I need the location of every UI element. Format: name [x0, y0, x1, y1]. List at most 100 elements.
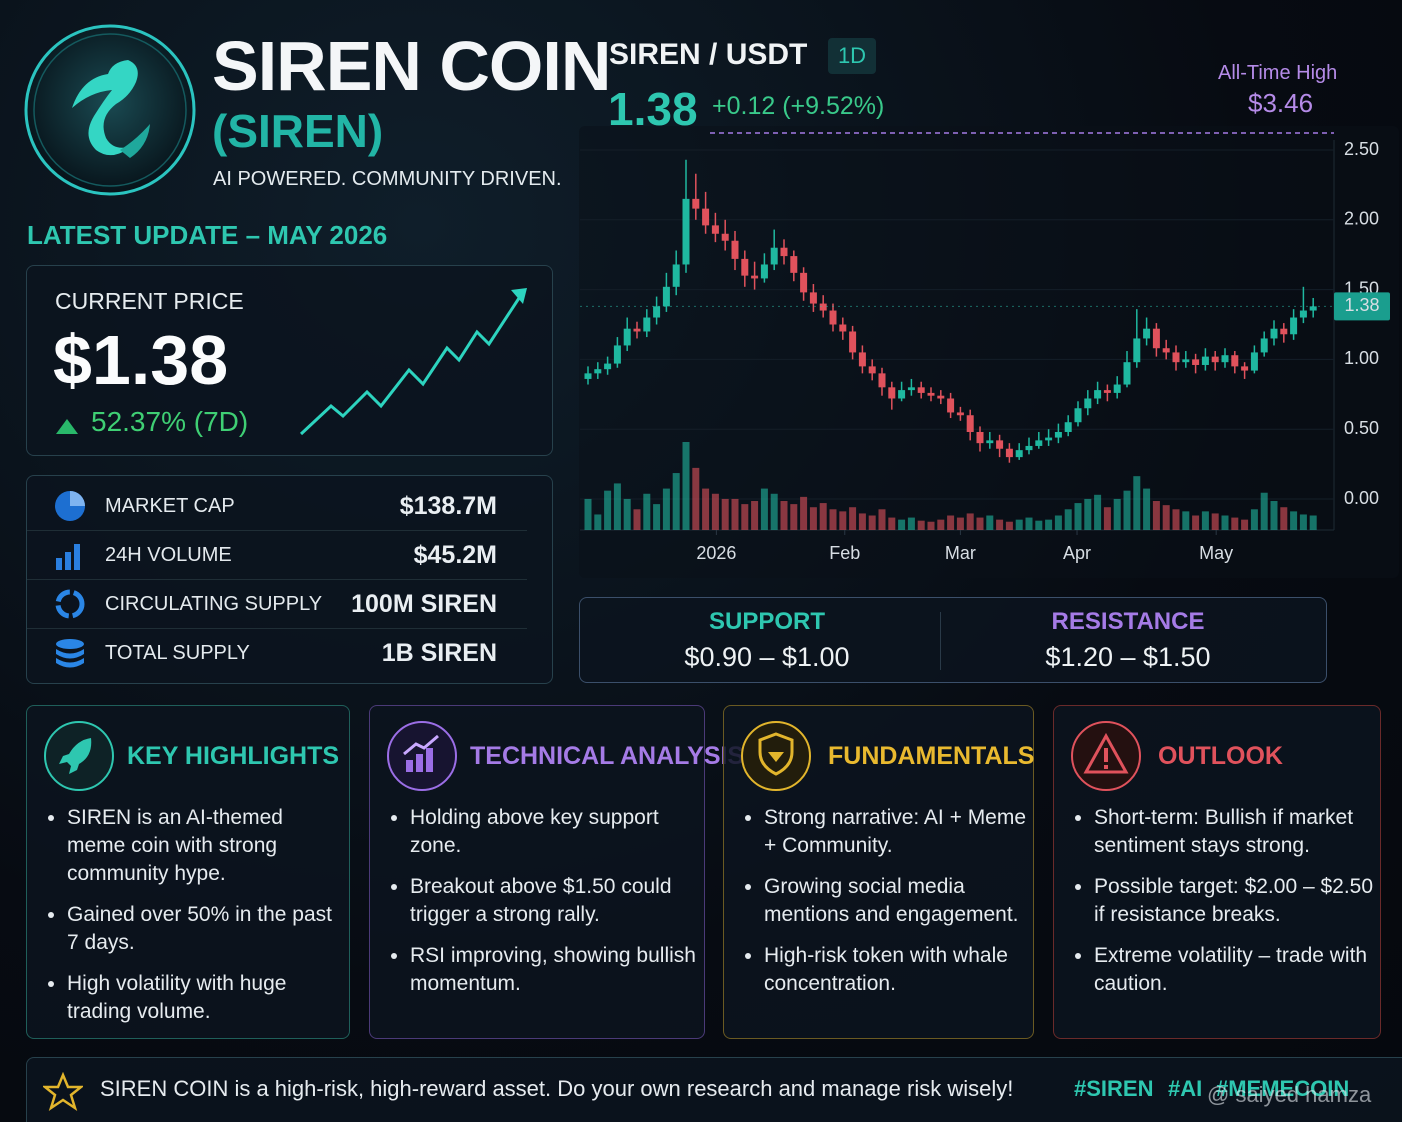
candle-body: [1290, 317, 1298, 335]
candle-body: [594, 369, 602, 374]
candle-body: [1152, 328, 1160, 349]
stat-row: CIRCULATING SUPPLY 100M SIREN: [27, 579, 527, 629]
candle-body: [721, 233, 729, 241]
volume-bar: [1182, 511, 1190, 530]
volume-bar: [790, 504, 798, 530]
volume-bar: [1221, 515, 1229, 530]
candle-body: [751, 275, 759, 279]
volume-bar: [760, 488, 768, 530]
volume-bar: [584, 498, 592, 530]
interval-badge: 1D: [828, 38, 876, 74]
bullet: Breakout above $1.50 could trigger a str…: [410, 873, 698, 929]
volume-bar: [1005, 521, 1013, 530]
hashtag: #MEMECOIN: [1216, 1076, 1350, 1101]
volume-bar: [1152, 501, 1160, 530]
stat-value: 1B SIREN: [381, 639, 497, 667]
volume-bar: [1025, 517, 1033, 530]
volume-bar: [1309, 515, 1317, 530]
candle-body: [888, 387, 896, 399]
watermark: @ saiyed hamza: [1207, 1082, 1372, 1107]
candle-body: [1182, 359, 1190, 363]
update-label: LATEST UPDATE – MAY 2026: [27, 220, 388, 250]
warning-icon: [1071, 721, 1141, 791]
resistance-label: RESISTANCE: [1051, 608, 1205, 635]
candle-body: [584, 373, 592, 379]
candle-body: [741, 258, 749, 276]
bars-icon: [56, 544, 80, 570]
candle-body: [692, 198, 700, 209]
stack-icon: [56, 639, 84, 668]
volume-bar: [976, 517, 984, 530]
volume-bar: [1054, 515, 1062, 530]
candle-body: [1045, 437, 1053, 441]
candle-body: [819, 303, 827, 311]
candle-body: [653, 306, 661, 318]
last-price-label: 1.38: [1344, 295, 1379, 315]
candle-body: [760, 264, 768, 279]
volume-bar: [1123, 490, 1131, 530]
bullet: High-risk token with whale concentration…: [764, 942, 1027, 998]
volume-bar: [1143, 488, 1151, 530]
volume-bar: [623, 498, 631, 530]
candle-body: [643, 317, 651, 332]
volume-bar: [662, 488, 670, 530]
candle-body: [1094, 390, 1102, 399]
volume-bar: [711, 493, 719, 530]
fundamentals-card: FUNDAMENTALS Strong narrative: AI + Meme…: [723, 705, 1034, 1039]
volume-bar: [741, 504, 749, 530]
card-title: TECHNICAL ANALYSIS: [470, 742, 745, 770]
volume-bar: [1074, 503, 1082, 530]
candle-body: [1231, 355, 1239, 367]
candle-body: [1172, 352, 1180, 363]
tagline: AI POWERED. COMMUNITY DRIVEN.: [213, 168, 562, 190]
volume-bar: [1162, 505, 1170, 530]
candle-body: [1005, 448, 1013, 458]
candle-body: [1280, 328, 1288, 335]
volume-bar: [633, 509, 641, 530]
volume-bar: [927, 521, 935, 530]
candle-body: [672, 264, 680, 287]
volume-bar: [829, 509, 837, 530]
volume-bar: [819, 503, 827, 530]
volume-bar: [672, 473, 680, 530]
star-icon: [43, 1072, 83, 1111]
x-tick-label: 2026: [696, 543, 736, 563]
volume-bar: [731, 498, 739, 530]
candle-body: [809, 292, 817, 304]
candle-body: [986, 440, 994, 444]
volume-bar: [721, 498, 729, 530]
up-triangle: [56, 419, 78, 434]
volume-bar: [986, 515, 994, 530]
candle-body: [1074, 408, 1082, 423]
candle-body: [1035, 440, 1043, 446]
bullets: Strong narrative: AI + Meme + Community.…: [742, 804, 1027, 1011]
candle-body: [790, 256, 798, 273]
x-tick-label: Apr: [1063, 543, 1091, 563]
hashtag: #SIREN: [1074, 1076, 1154, 1101]
candle-body: [662, 286, 670, 307]
ticker: (SIREN): [212, 105, 384, 157]
candle-body: [682, 198, 690, 265]
candle-body: [731, 240, 739, 259]
card-title: FUNDAMENTALS: [828, 742, 1035, 770]
candle-body: [1103, 390, 1111, 393]
volume-bar: [594, 514, 602, 530]
logo: [24, 24, 196, 196]
volume-bar: [1280, 507, 1288, 530]
technical-card: TECHNICAL ANALYSIS Holding above key sup…: [369, 705, 744, 1039]
candle-body: [1054, 431, 1062, 438]
volume-bar: [1035, 520, 1043, 530]
candle-body: [1015, 450, 1023, 458]
candle-body: [623, 328, 631, 346]
bullet: Holding above key support zone.: [410, 804, 698, 860]
candle-body: [604, 363, 612, 370]
candle-body: [839, 324, 847, 332]
price-change: +0.12 (+9.52%): [712, 92, 885, 120]
bullet: Gained over 50% in the past 7 days.: [67, 901, 343, 957]
candle-body: [1064, 422, 1072, 432]
highlights-card: KEY HIGHLIGHTS SIREN is an AI-themed mem…: [26, 705, 350, 1039]
candle-body: [702, 208, 710, 226]
stat-label: 24H VOLUME: [105, 544, 232, 566]
